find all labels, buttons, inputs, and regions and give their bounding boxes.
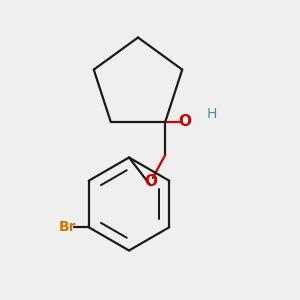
Text: O: O xyxy=(144,174,157,189)
Text: O: O xyxy=(178,114,191,129)
Text: H: H xyxy=(207,107,217,121)
Text: Br: Br xyxy=(59,220,76,234)
